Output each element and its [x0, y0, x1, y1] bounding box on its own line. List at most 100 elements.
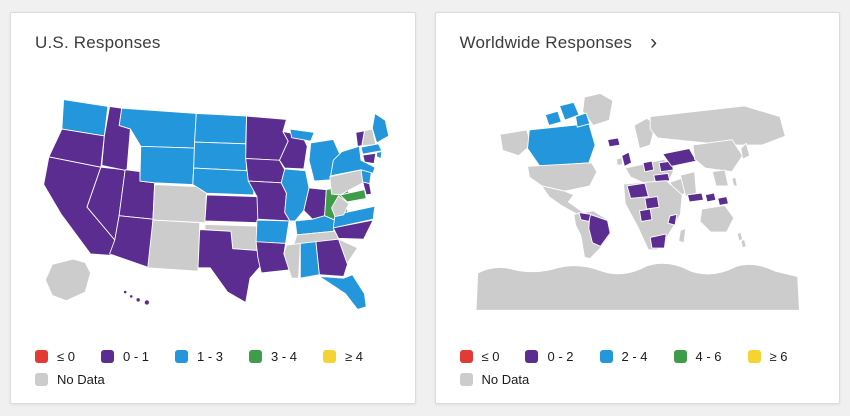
region-ireland[interactable] [615, 157, 623, 166]
region-usa[interactable] [526, 162, 597, 192]
legend-item: 4 - 6 [673, 349, 722, 364]
state-ar[interactable] [255, 219, 290, 244]
us-card-title: U.S. Responses [35, 33, 161, 52]
country-canada[interactable] [526, 101, 596, 167]
legend-swatch [747, 350, 761, 363]
state-wy[interactable] [139, 145, 195, 185]
legend-label: ≥ 4 [345, 349, 364, 364]
legend-item: ≤ 0 [459, 349, 500, 364]
legend-swatch [249, 350, 263, 363]
state-mt[interactable] [118, 107, 197, 149]
world-card-title: Worldwide Responses [459, 33, 633, 52]
legend-item: ≥ 4 [323, 349, 363, 364]
country-turkey[interactable] [652, 173, 670, 183]
worldwide-responses-card: Worldwide Responses › [434, 12, 840, 404]
state-nd[interactable] [194, 112, 247, 145]
region-se-asia[interactable] [711, 169, 729, 187]
state-ga[interactable] [315, 238, 350, 277]
legend-swatch [35, 350, 48, 363]
legend-label: No Data [57, 372, 105, 387]
country-venezuela[interactable] [578, 212, 591, 222]
region-russia[interactable] [649, 105, 786, 146]
legend-label: 0 - 2 [547, 349, 574, 364]
country-iceland[interactable] [606, 137, 620, 148]
state-tx[interactable] [197, 229, 263, 303]
world-legend: ≤ 0 0 - 2 2 - 4 4 - 6 ≥ 6 [459, 349, 816, 387]
country-algeria[interactable] [626, 182, 649, 199]
world-choropleth-map [475, 93, 800, 311]
state-ms[interactable] [283, 243, 301, 279]
region-china[interactable] [691, 139, 743, 173]
state-va[interactable] [332, 205, 376, 229]
state-mi-upper[interactable] [289, 128, 315, 142]
country-indonesia[interactable] [686, 192, 716, 203]
legend-swatch [459, 350, 473, 363]
country-tanzania[interactable] [667, 213, 677, 226]
legend-swatch [100, 350, 114, 363]
state-nm[interactable] [147, 219, 201, 272]
legend-item-no-data: No Data [35, 372, 105, 387]
legend-item: 3 - 4 [249, 349, 297, 364]
state-az[interactable] [109, 215, 154, 269]
country-united-kingdom[interactable] [620, 151, 632, 167]
region-philippines[interactable] [731, 176, 738, 187]
us-card-header: U.S. Responses [35, 33, 391, 53]
us-responses-card: U.S. Responses [10, 12, 416, 404]
state-mn[interactable] [245, 115, 289, 161]
state-ny[interactable] [330, 145, 376, 177]
legend-swatch [323, 350, 337, 363]
state-co[interactable] [152, 184, 208, 224]
us-choropleth-map [43, 99, 390, 310]
state-nc[interactable] [332, 219, 374, 240]
state-id[interactable] [101, 106, 131, 172]
state-hi[interactable] [123, 289, 150, 306]
legend-item: ≥ 6 [747, 349, 788, 364]
state-ia[interactable] [245, 158, 286, 184]
world-legend-row-buckets: ≤ 0 0 - 2 2 - 4 4 - 6 ≥ 6 [459, 349, 816, 364]
region-japan[interactable] [739, 142, 750, 160]
legend-label: ≤ 0 [481, 349, 500, 364]
state-me[interactable] [371, 112, 390, 144]
us-legend-row-nodata: No Data [35, 372, 391, 387]
state-wv[interactable] [331, 195, 350, 218]
state-ma[interactable] [360, 143, 383, 155]
region-new-zealand[interactable] [736, 231, 747, 249]
legend-item: 1 - 3 [175, 349, 223, 364]
legend-label: No Data [481, 372, 530, 387]
country-south-africa[interactable] [649, 233, 667, 249]
legend-label: 3 - 4 [271, 349, 298, 364]
us-legend: ≤ 0 0 - 1 1 - 3 3 - 4 ≥ 4 [35, 349, 391, 387]
chevron-right-icon[interactable]: › [650, 31, 658, 54]
legend-swatch [673, 350, 687, 363]
legend-item: 2 - 4 [599, 349, 648, 364]
country-niger[interactable] [643, 196, 660, 210]
state-sd[interactable] [193, 141, 247, 172]
region-alaska[interactable] [499, 129, 532, 157]
region-india[interactable] [679, 171, 697, 198]
state-il[interactable] [280, 168, 310, 222]
country-germany[interactable] [642, 160, 654, 173]
region-madagascar[interactable] [677, 228, 686, 244]
legend-swatch [525, 350, 539, 363]
state-ak[interactable] [44, 258, 91, 302]
country-nigeria[interactable] [638, 208, 652, 222]
state-ks[interactable] [204, 194, 260, 224]
country-papua-new-guinea[interactable] [716, 196, 729, 206]
state-ri[interactable] [376, 151, 383, 159]
state-sc[interactable] [338, 238, 358, 264]
region-greenland[interactable] [581, 93, 613, 126]
legend-label: 4 - 6 [695, 349, 722, 364]
state-ne[interactable] [192, 167, 256, 196]
state-md[interactable] [339, 189, 367, 203]
legend-label: ≥ 6 [769, 349, 788, 364]
legend-swatch [599, 350, 613, 363]
country-brazil[interactable] [587, 213, 611, 247]
legend-label: 1 - 3 [197, 349, 224, 364]
region-australia[interactable] [699, 204, 734, 233]
state-ct[interactable] [362, 152, 377, 165]
us-legend-row-buckets: ≤ 0 0 - 1 1 - 3 3 - 4 ≥ 4 [35, 349, 391, 364]
state-fl[interactable] [318, 274, 367, 310]
region-antarctica[interactable] [475, 262, 800, 311]
legend-label: 0 - 1 [122, 349, 149, 364]
legend-swatch [35, 373, 48, 386]
